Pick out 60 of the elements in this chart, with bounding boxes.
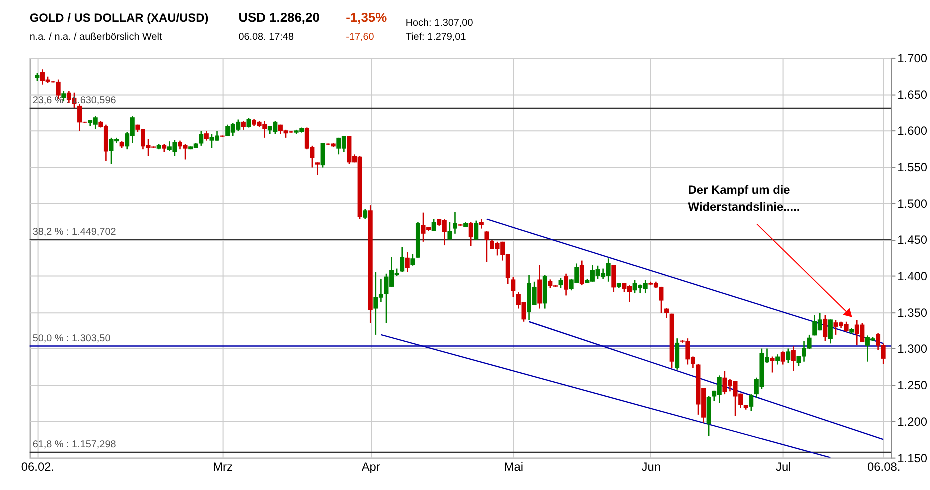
text: -1,35% bbox=[346, 10, 388, 26]
y-tick-label: 1.500 bbox=[898, 196, 928, 211]
candlestick bbox=[410, 254, 416, 267]
candlestick bbox=[448, 222, 452, 240]
text: 06.08. 17:48 bbox=[238, 32, 294, 44]
annotation: Der Kampf um die Widerstandslinie..... bbox=[688, 183, 800, 214]
y-tick-label: 1.450 bbox=[898, 233, 928, 248]
candlestick bbox=[316, 162, 320, 176]
candlestick bbox=[538, 264, 542, 310]
y-tick-label: 1.350 bbox=[898, 306, 928, 320]
candlestick bbox=[199, 130, 204, 147]
candlestick bbox=[432, 218, 436, 232]
candlestick bbox=[204, 130, 209, 142]
x-tick-label: Jun bbox=[642, 460, 662, 474]
ref-line-label: 61,8 % : 1.157,298 bbox=[32, 440, 117, 451]
candlestick bbox=[564, 273, 569, 296]
candlestick bbox=[484, 230, 490, 263]
candlestick bbox=[786, 348, 791, 364]
y-tick-label: 1.650 bbox=[898, 88, 928, 102]
y-tick-label: 1.600 bbox=[898, 124, 928, 138]
candlestick bbox=[776, 354, 780, 366]
candlestick bbox=[828, 319, 833, 344]
y-tick-label: 1.300 bbox=[898, 342, 928, 356]
y-tick-label: 1.250 bbox=[898, 378, 928, 393]
candlestick bbox=[580, 260, 584, 286]
candlestick bbox=[400, 246, 405, 274]
x-tick-label: 06.02. bbox=[21, 460, 55, 474]
candlestick bbox=[246, 118, 252, 128]
y-tick-label: 1.150 bbox=[898, 451, 928, 466]
candlestick bbox=[770, 356, 775, 374]
candlestick bbox=[453, 211, 458, 235]
x-tick-label: Mrz bbox=[213, 460, 234, 474]
text: Tief: 1.279,01 bbox=[406, 32, 467, 44]
candlestick bbox=[780, 351, 786, 366]
y-tick-label: 1.200 bbox=[898, 414, 928, 429]
candlestick bbox=[791, 346, 796, 372]
chart-title: GOLD / US DOLLAR (XAU/USD) bbox=[30, 11, 209, 26]
y-tick-label: 1.400 bbox=[898, 270, 928, 284]
candlestick bbox=[468, 222, 474, 247]
x-tick-label: Jul bbox=[776, 460, 792, 474]
ref-line-label: 50,0 % : 1.303,50 bbox=[32, 333, 112, 344]
candlestick bbox=[405, 251, 410, 274]
ref-line-label: 38,2 % : 1.449,702 bbox=[32, 226, 117, 238]
candlestick bbox=[612, 264, 616, 293]
text: -17,60 bbox=[346, 32, 375, 44]
y-tick-label: 1.700 bbox=[898, 51, 928, 66]
x-tick-label: Apr bbox=[362, 460, 380, 474]
text: Hoch: 1.307,00 bbox=[406, 18, 474, 30]
candlestick bbox=[62, 90, 66, 102]
text: USD 1.286,20 bbox=[238, 10, 320, 26]
candlestick bbox=[823, 314, 828, 342]
candlestick bbox=[363, 208, 368, 220]
candlestick bbox=[664, 307, 670, 319]
candlestick bbox=[749, 394, 754, 412]
candlestick bbox=[511, 276, 516, 298]
candlestick bbox=[320, 142, 326, 168]
y-tick-label: 1.550 bbox=[898, 160, 928, 174]
candlestick bbox=[474, 220, 479, 242]
chart-subtitle: n.a. / n.a. / außerbörslich Welt bbox=[30, 32, 162, 44]
x-tick-label: Mai bbox=[504, 460, 524, 474]
